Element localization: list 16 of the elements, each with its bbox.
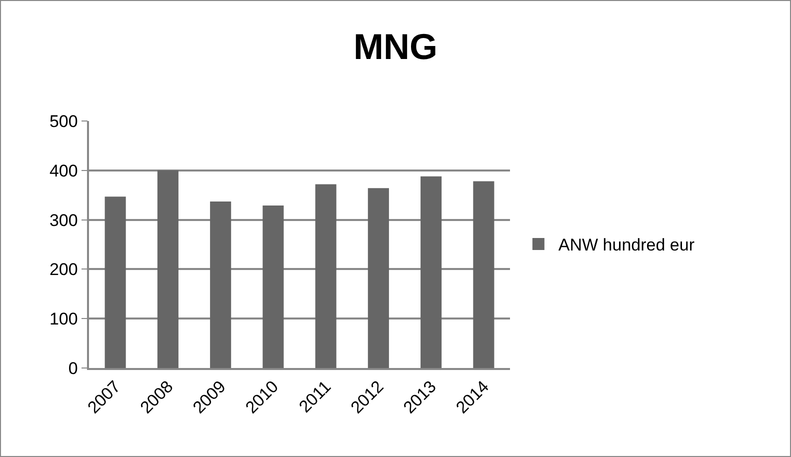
y-tick-label: 100	[49, 310, 78, 329]
bar	[315, 184, 336, 368]
chart-title: MNG	[354, 26, 438, 68]
bar	[262, 205, 284, 368]
y-tick-label: 300	[49, 210, 78, 230]
legend-label: ANW hundred eur	[558, 236, 695, 255]
bar	[104, 196, 126, 368]
y-tick-label: 200	[49, 260, 78, 280]
bar	[157, 170, 178, 368]
y-tick-label: 400	[49, 161, 78, 180]
y-tick-label: 0	[68, 358, 78, 378]
bar	[210, 202, 232, 368]
bar	[473, 181, 494, 368]
bar	[420, 176, 442, 368]
y-tick-label: 500	[49, 112, 78, 131]
bar	[368, 188, 389, 368]
